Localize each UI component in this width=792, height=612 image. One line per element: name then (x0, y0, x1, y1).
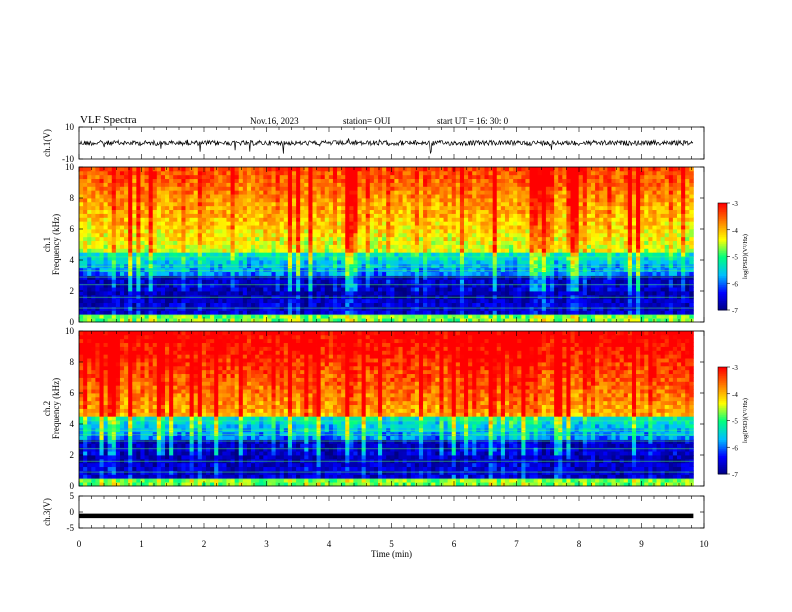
colorbar-tick-label: -6 (732, 280, 738, 288)
y-tick-label: 0 (70, 317, 75, 327)
x-tick-label: 8 (577, 539, 582, 549)
colorbar-tick-label: -7 (732, 471, 738, 479)
x-tick-label: 5 (389, 539, 394, 549)
y-tick-label: 10 (65, 122, 75, 132)
x-tick-label: 7 (514, 539, 519, 549)
y-axis-label: ch.1(V) (42, 129, 52, 157)
y-tick-label: 8 (70, 357, 75, 367)
colorbar-tick-label: -7 (732, 307, 738, 315)
x-tick-label: 6 (452, 539, 457, 549)
observation-date: Nov.16, 2023 (250, 116, 299, 126)
ch1-spectrogram-panel-colorbar: -3 -4 -5 -6 -7 log(PSD)(V²/Hz) (717, 200, 749, 315)
y-tick-label: 2 (70, 286, 75, 296)
colorbar-tick-label: -4 (732, 391, 738, 399)
y-tick-label: 5 (70, 491, 75, 501)
station-label: station= OUI (343, 116, 391, 126)
colorbar-tick-label: -4 (732, 227, 738, 235)
colorbar-tick-label: -5 (732, 418, 738, 426)
colorbar-label: log(PSD)(V²/Hz) (742, 234, 749, 279)
y-tick-label: 10 (65, 326, 75, 336)
ch1-spectrogram-panel-image (79, 167, 694, 323)
x-tick-label: 4 (327, 539, 332, 549)
x-tick-label: 9 (639, 539, 644, 549)
x-tick-label: 2 (202, 539, 207, 549)
y-tick-label: 4 (70, 255, 75, 265)
y-tick-label: 6 (70, 388, 75, 398)
y-tick-label: 2 (70, 450, 75, 460)
colorbar-tick-label: -6 (732, 444, 738, 452)
colorbar-label: log(PSD)(V²/Hz) (742, 398, 749, 443)
start-time-label: start UT = 16: 30: 0 (437, 116, 509, 126)
x-tick-label: 3 (264, 539, 269, 549)
y-axis-label: ch.3(V) (42, 498, 52, 526)
x-tick-label: 0 (77, 539, 82, 549)
ch2-spectrogram-panel-colorbar: -3 -4 -5 -6 -7 log(PSD)(V²/Hz) (717, 364, 749, 479)
y-tick-label: -10 (62, 154, 74, 164)
y-axis-label: ch.1 (42, 237, 52, 252)
y-axis-label: Frequency (kHz) (51, 378, 61, 439)
ch3-waveform-panel-frame (78, 495, 705, 529)
y-tick-label: 0 (70, 507, 75, 517)
y-tick-label: 8 (70, 193, 75, 203)
x-axis-label: Time (min) (371, 549, 412, 559)
y-tick-label: 4 (70, 419, 75, 429)
ch2-spectrogram-panel-image (79, 331, 694, 487)
ch2-spectrogram-panel: 0 2 4 6 8 10 ch.2 Frequency (kHz) -3 -4 -5 -6 -7 log(… (42, 326, 749, 491)
y-tick-label: -5 (67, 523, 75, 533)
waveform-trace (78, 138, 694, 155)
y-axis-label: Frequency (kHz) (51, 214, 61, 275)
colorbar-tick-label: -5 (732, 254, 738, 262)
ch1-spectrogram-panel: 0 2 4 6 8 10 ch.1 Frequency (kHz) -3 -4 -5 -6 -7 log(… (42, 162, 749, 327)
y-tick-label: 6 (70, 224, 75, 234)
time-axis: 0 1 2 3 4 5 6 7 8 9 10 Time (min) (77, 539, 709, 559)
x-tick-label: 10 (700, 539, 710, 549)
ch1-waveform-panel: 10 -10 ch.1(V) (42, 122, 705, 164)
ch3-waveform-panel: 5 0 -5 ch.3(V) (42, 491, 705, 533)
colorbar-tick-label: -3 (732, 200, 738, 208)
chart-title: VLF Spectra (80, 114, 137, 126)
y-tick-label: 0 (70, 481, 75, 491)
y-tick-label: 10 (65, 162, 75, 172)
x-tick-label: 1 (139, 539, 144, 549)
colorbar-tick-label: -3 (732, 364, 738, 372)
y-axis-label: ch.2 (42, 401, 52, 416)
